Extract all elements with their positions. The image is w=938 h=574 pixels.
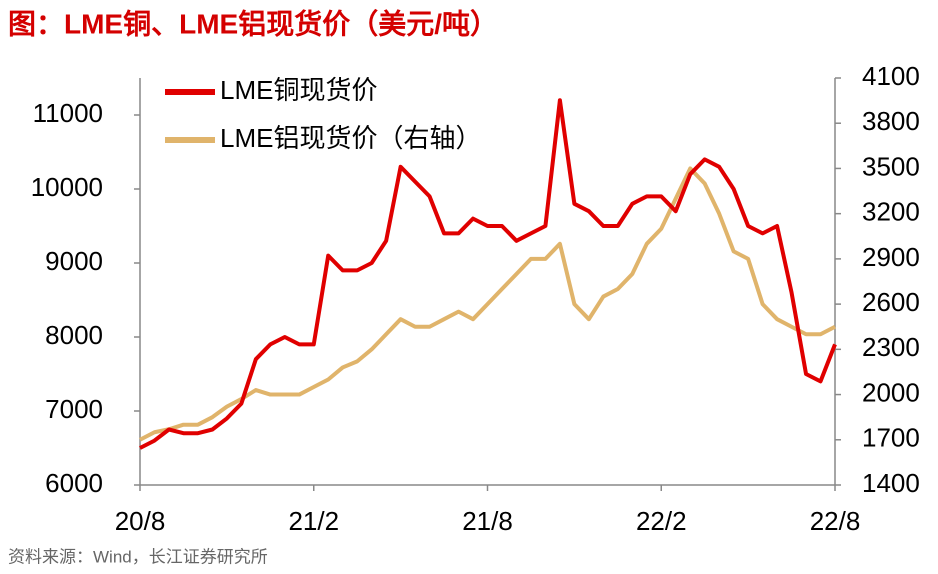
y2-tick-label: 4100 xyxy=(862,61,920,91)
x-tick-label: 21/8 xyxy=(462,506,513,536)
series-line xyxy=(139,166,836,442)
y2-tick-label: 2600 xyxy=(862,287,920,317)
x-tick-label: 22/8 xyxy=(810,506,861,536)
y2-tick-label: 2000 xyxy=(862,377,920,407)
y-tick-label: 11000 xyxy=(33,98,103,128)
y-tick-label: 10000 xyxy=(31,172,103,202)
source-note: 资料来源：Wind，长江证券研究所 xyxy=(8,547,268,566)
x-tick-label: 21/2 xyxy=(288,506,339,536)
legend-label: LME铝现货价（右轴） xyxy=(220,123,481,153)
legend-label: LME铜现货价 xyxy=(220,75,377,105)
series-line xyxy=(139,98,837,450)
x-tick-label: 20/8 xyxy=(115,506,166,536)
y2-tick-label: 3200 xyxy=(862,197,920,227)
y2-tick-label: 1700 xyxy=(862,423,920,453)
chart-title: 图：LME铜、LME铝现货价（美元/吨） xyxy=(8,7,498,39)
y2-tick-label: 2300 xyxy=(862,332,920,362)
y-tick-label: 9000 xyxy=(45,246,103,276)
y2-tick-label: 2900 xyxy=(862,242,920,272)
y2-tick-label: 3500 xyxy=(862,151,920,181)
y-tick-label: 8000 xyxy=(45,320,103,350)
x-tick-label: 22/2 xyxy=(636,506,687,536)
y2-tick-label: 3800 xyxy=(862,106,920,136)
y-tick-label: 7000 xyxy=(45,394,103,424)
y2-tick-label: 1400 xyxy=(862,468,920,498)
y-tick-label: 6000 xyxy=(45,468,103,498)
